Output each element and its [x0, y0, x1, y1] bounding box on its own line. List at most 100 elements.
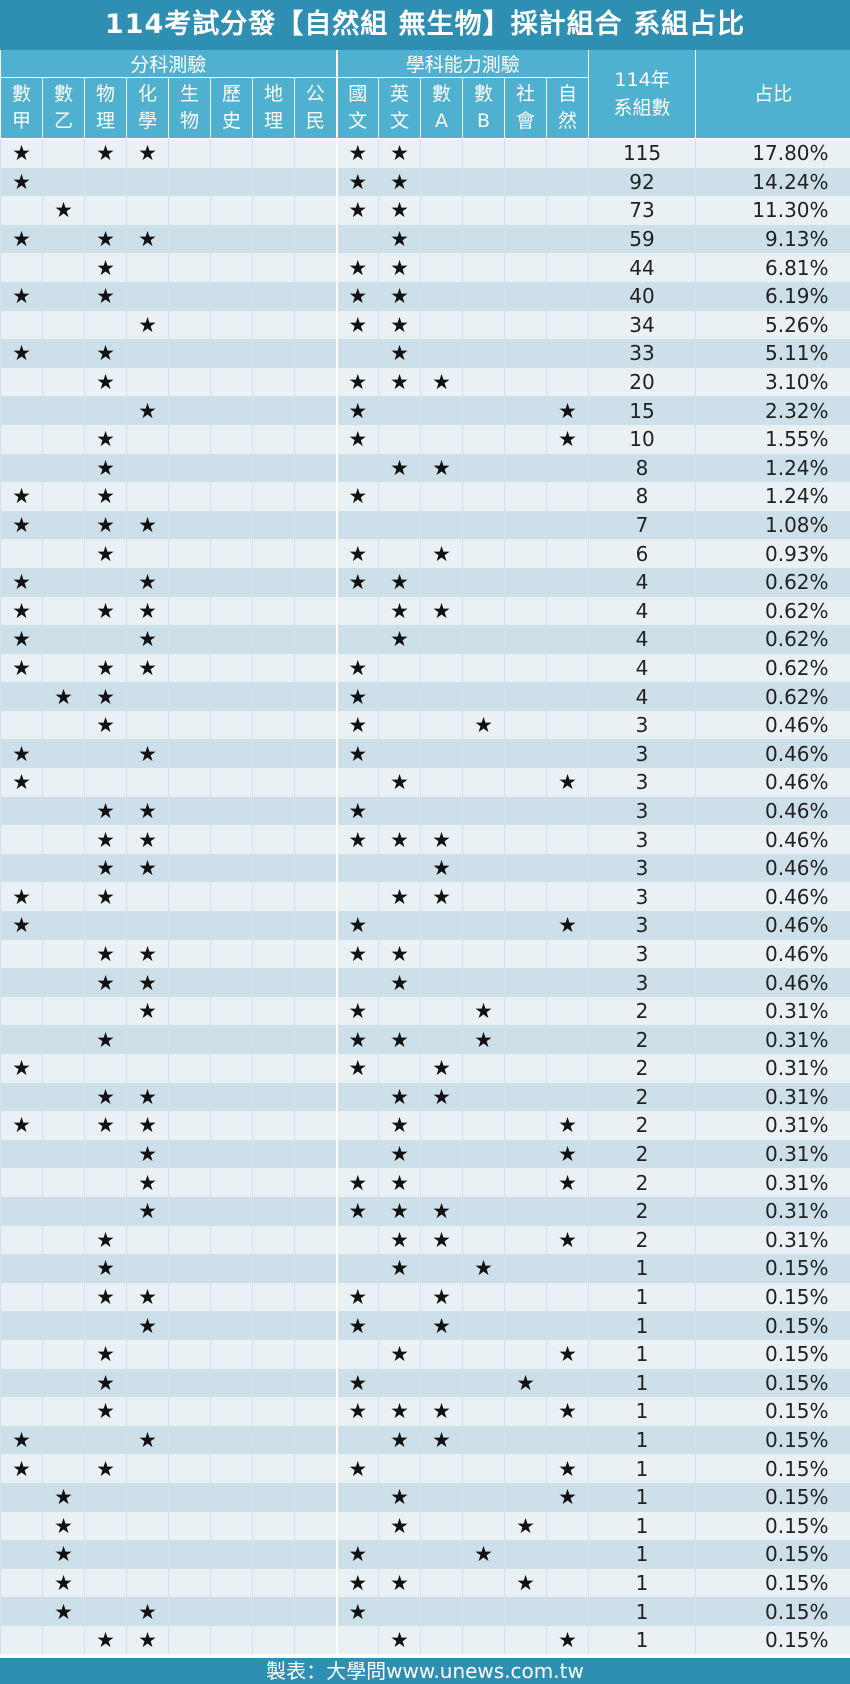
- subject-cell: [335, 1225, 379, 1255]
- subject-cell: [293, 682, 337, 711]
- table-row: ★ ★ ★ 6 0.93%: [0, 539, 850, 568]
- subject-cell: [168, 1397, 211, 1426]
- subject-cell: [0, 1339, 43, 1369]
- subject-cell: [252, 367, 295, 397]
- subject-cell: [504, 224, 547, 254]
- star-mark: ★: [378, 1482, 421, 1512]
- star-mark: ★: [546, 1482, 589, 1512]
- subject-cell: [293, 1225, 337, 1255]
- subject-cell: [0, 996, 43, 1026]
- subject-cell: [210, 653, 253, 683]
- subject-cell: [335, 768, 379, 797]
- subject-cell: [210, 1482, 253, 1512]
- subject-cell: [0, 1568, 43, 1598]
- subject-cell: [252, 653, 295, 683]
- count-cell: 1: [588, 1597, 696, 1626]
- table-row: ★ ★ ★ ★ 1 0.15%: [0, 1625, 850, 1655]
- subject-cell: [293, 1339, 337, 1369]
- subject-cell: [210, 1568, 253, 1598]
- subject-cell: [293, 167, 337, 197]
- subject-cell: [42, 1082, 85, 1112]
- subject-header-char: 數: [474, 83, 494, 105]
- subject-cell: [504, 682, 547, 711]
- subject-cell: [462, 1082, 505, 1112]
- count-cell: 3: [588, 710, 696, 740]
- subject-cell: [378, 396, 421, 425]
- count-cell: 4: [588, 653, 696, 683]
- star-mark: ★: [378, 625, 421, 654]
- subject-cell: [293, 1025, 337, 1054]
- subject-cell: [378, 1282, 421, 1312]
- subject-cell: [378, 710, 421, 740]
- subject-header-char: 史: [221, 110, 241, 132]
- subject-cell: [378, 911, 421, 940]
- subject-cell: [504, 167, 547, 197]
- subject-cell: [42, 1111, 85, 1140]
- subject-cell: [420, 682, 463, 711]
- subject-cell: [84, 911, 127, 940]
- subject-header-char: 化: [137, 83, 157, 105]
- subject-cell: [504, 196, 547, 225]
- table-row: ★ ★ ★ 7 1.08%: [0, 510, 850, 540]
- pct-cell: 11.30%: [695, 196, 850, 225]
- star-mark: ★: [546, 1225, 589, 1255]
- star-mark: ★: [335, 1454, 379, 1483]
- subject-cell: [504, 396, 547, 425]
- star-mark: ★: [126, 138, 169, 168]
- pct-cell: 0.15%: [695, 1425, 850, 1455]
- subject-cell: [378, 1540, 421, 1569]
- subject-cell: [168, 1054, 211, 1083]
- subject-cell: [84, 196, 127, 225]
- subject-cell: [126, 911, 169, 940]
- subject-cell: [335, 1339, 379, 1369]
- subject-cell: [293, 1082, 337, 1112]
- subject-cell: [462, 968, 505, 997]
- star-mark: ★: [335, 396, 379, 425]
- subject-cell: [420, 1511, 463, 1541]
- subject-cell: [168, 1082, 211, 1112]
- subject-cell: [168, 625, 211, 654]
- subject-cell: [168, 1425, 211, 1455]
- count-cell: 8: [588, 482, 696, 511]
- subject-cell: [84, 1054, 127, 1083]
- subject-cell: [293, 1568, 337, 1598]
- subject-cell: [252, 396, 295, 425]
- pct-cell: 0.46%: [695, 710, 850, 740]
- subject-cell: [210, 1082, 253, 1112]
- subject-cell: [42, 1625, 85, 1655]
- subject-cell: [504, 281, 547, 311]
- star-mark: ★: [546, 1625, 589, 1655]
- pct-cell: 0.46%: [695, 939, 850, 969]
- subject-cell: [420, 310, 463, 340]
- star-mark: ★: [84, 510, 127, 540]
- pct-cell: 0.46%: [695, 968, 850, 997]
- subject-cell: [0, 939, 43, 969]
- subject-cell: [420, 167, 463, 197]
- pct-cell: 0.46%: [695, 911, 850, 940]
- subject-cell: [42, 1311, 85, 1340]
- subject-header: 數乙: [42, 77, 85, 139]
- pct-cell: 0.31%: [695, 1054, 850, 1083]
- star-mark: ★: [335, 1540, 379, 1569]
- subject-cell: [252, 1625, 295, 1655]
- subject-cell: [293, 539, 337, 568]
- pct-cell: 0.62%: [695, 596, 850, 626]
- subject-cell: [252, 339, 295, 368]
- subject-cell: [546, 682, 589, 711]
- subject-cell: [420, 224, 463, 254]
- subject-header-char: B: [476, 110, 491, 132]
- subject-cell: [210, 1368, 253, 1398]
- subject-header-char: 社: [516, 83, 536, 105]
- star-mark: ★: [126, 653, 169, 683]
- subject-cell: [504, 253, 547, 282]
- subject-cell: [42, 510, 85, 540]
- star-mark: ★: [0, 739, 43, 769]
- subject-cell: [462, 768, 505, 797]
- subject-cell: [420, 1254, 463, 1283]
- table-row: ★ ★ ★ 3 0.46%: [0, 710, 850, 740]
- subject-cell: [252, 625, 295, 654]
- star-mark: ★: [84, 539, 127, 568]
- subject-cell: [84, 396, 127, 425]
- subject-cell: [168, 939, 211, 969]
- subject-cell: [546, 482, 589, 511]
